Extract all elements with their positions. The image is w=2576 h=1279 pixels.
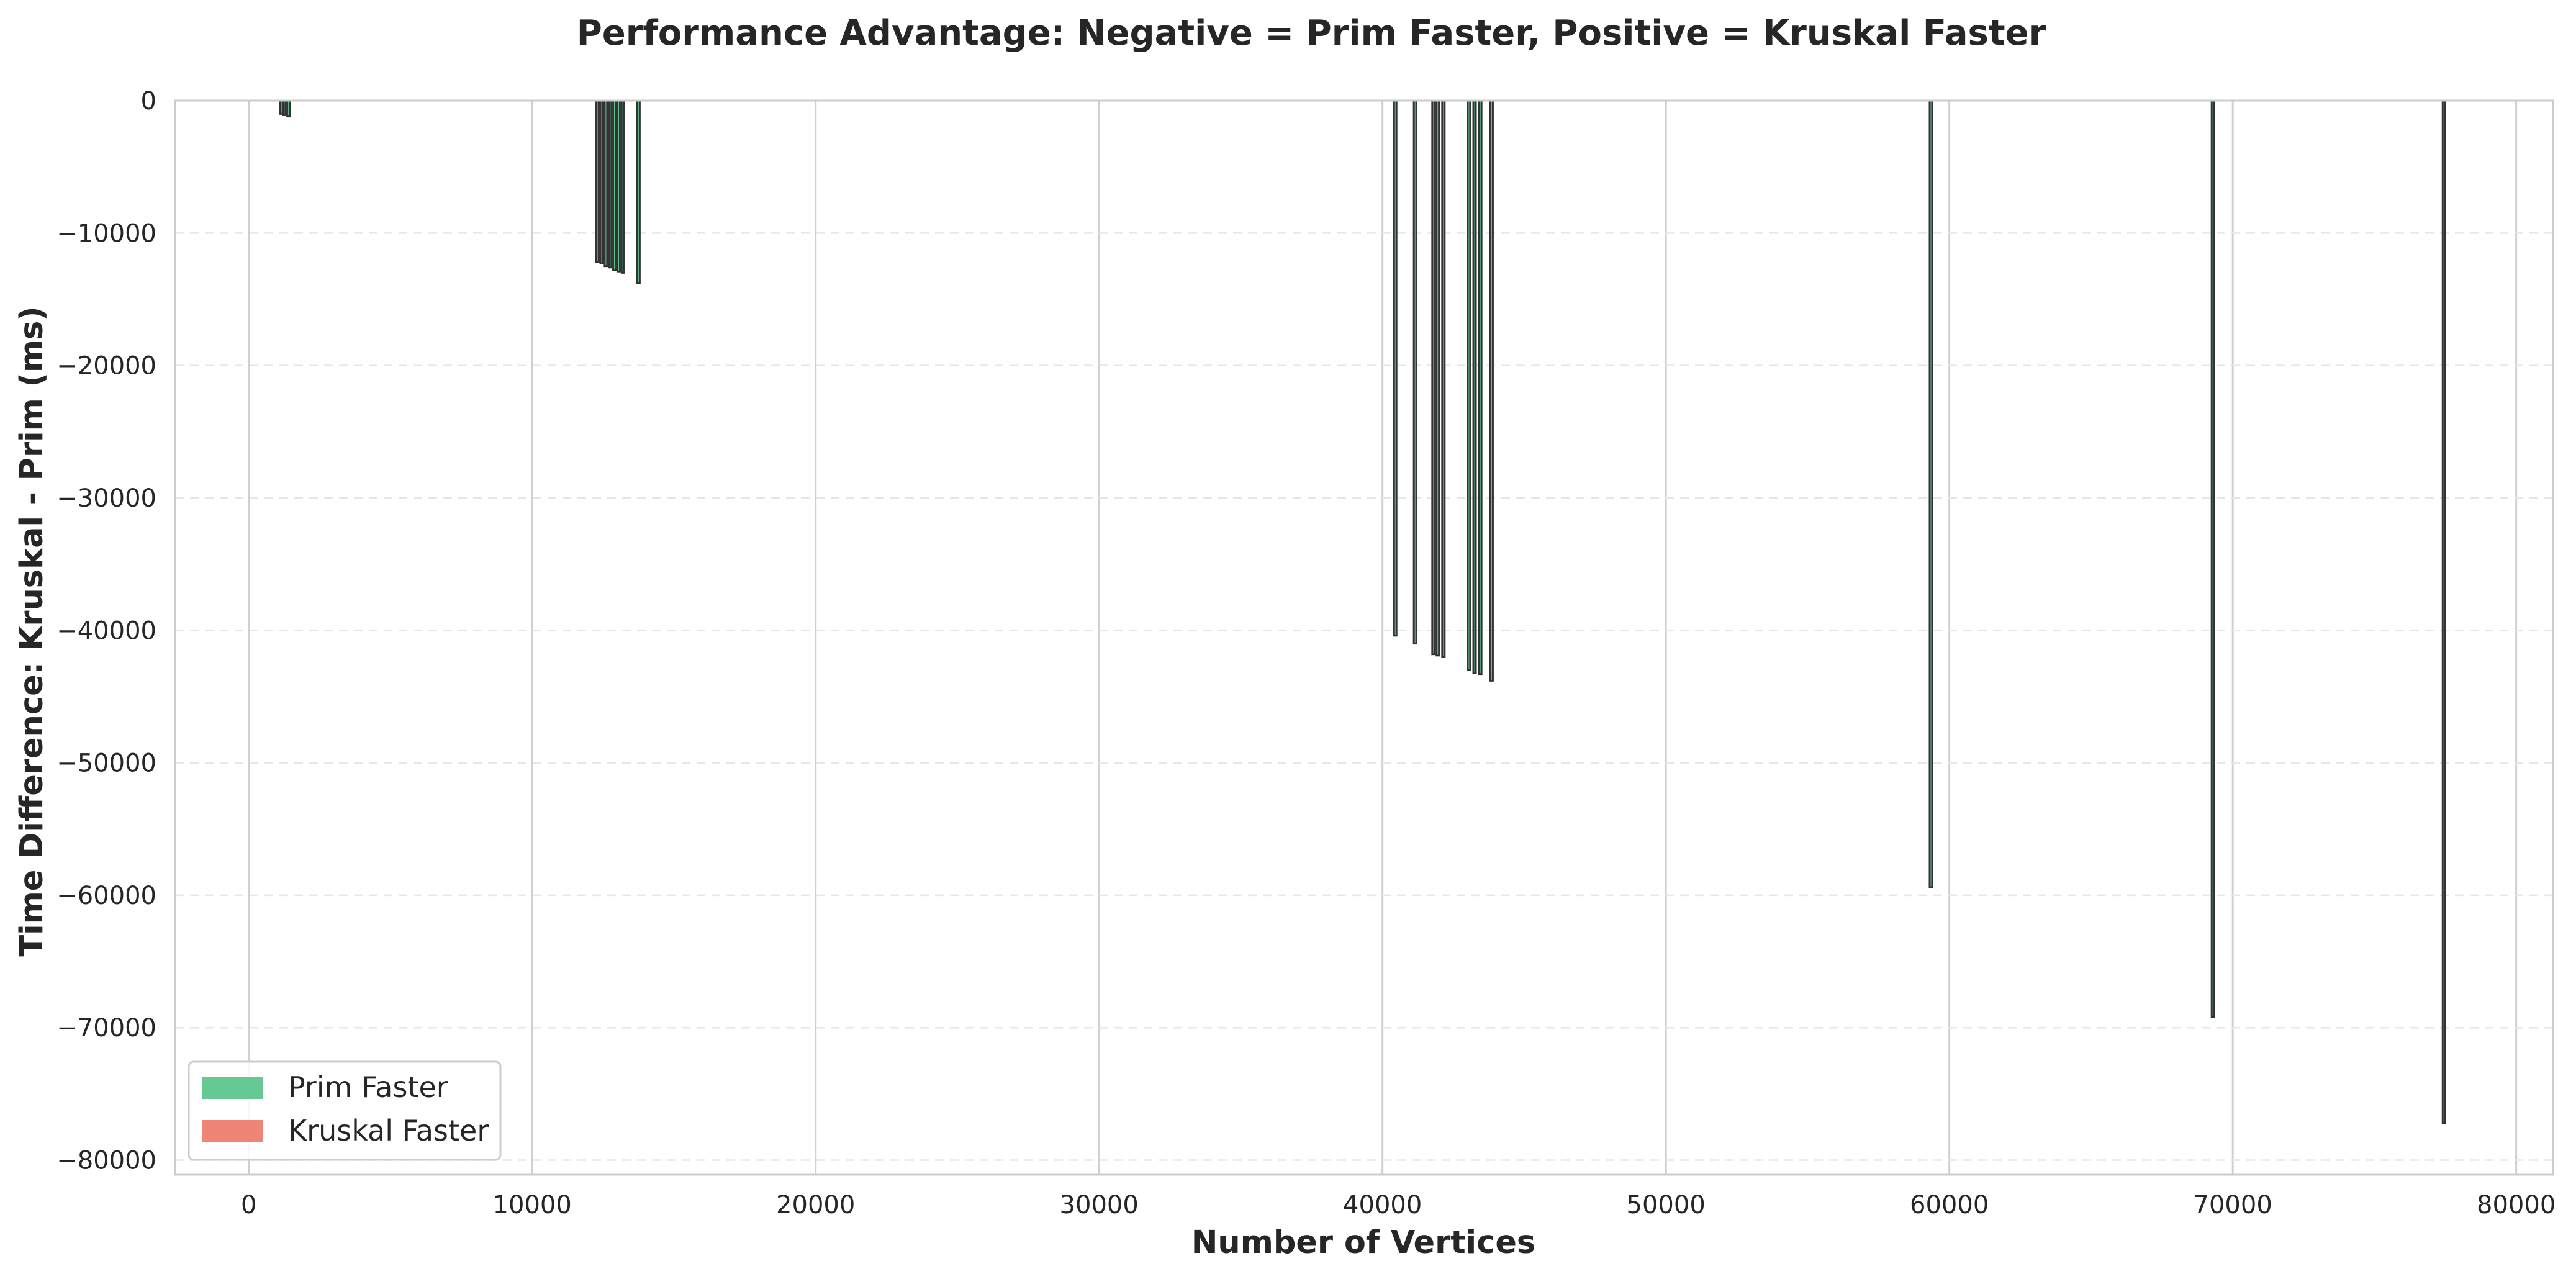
bar	[636, 99, 641, 284]
plot-area	[175, 101, 2553, 1175]
bar	[1467, 99, 1471, 671]
y-tick-label: −10000	[56, 219, 156, 248]
bar	[612, 99, 617, 271]
legend: Prim Faster Kruskal Faster	[188, 1060, 502, 1161]
x-tick-label: 70000	[2194, 1191, 2272, 1219]
legend-swatch-prim-faster	[202, 1077, 263, 1099]
x-tick-label: 10000	[493, 1191, 572, 1219]
grid-layer	[175, 101, 2553, 1175]
y-tick-label: −40000	[56, 617, 156, 645]
bar	[1489, 99, 1494, 682]
tick-layer: 0 10000 20000 30000 40000 50000 60000 70000 8000…	[56, 87, 2556, 1219]
bar	[2210, 99, 2215, 1018]
y-axis-label: Time Difference: Kruskal - Prim (ms)	[14, 306, 50, 956]
y-tick-label: −50000	[56, 749, 156, 778]
x-tick-label: 0	[241, 1191, 256, 1219]
bar	[608, 99, 613, 269]
legend-box	[188, 1060, 502, 1161]
bar	[1435, 99, 1440, 657]
legend-swatch-kruskal-faster	[202, 1120, 263, 1142]
bar	[2441, 99, 2446, 1124]
bar	[1441, 99, 1446, 658]
legend-label-prim-faster: Prim Faster	[288, 1070, 448, 1104]
legend-label-kruskal-faster: Kruskal Faster	[288, 1114, 489, 1147]
bar	[1472, 99, 1477, 674]
y-tick-label: −80000	[56, 1147, 156, 1175]
bar	[1431, 99, 1436, 656]
plot-frame	[174, 99, 2554, 1176]
bar	[620, 99, 625, 274]
y-tick-label: −30000	[56, 484, 156, 513]
x-axis-label: Number of Vertices	[1191, 1224, 1536, 1261]
x-tick-label: 40000	[1343, 1191, 1422, 1219]
bar	[282, 99, 287, 116]
bar	[1478, 99, 1483, 676]
bar	[1393, 99, 1398, 637]
bar	[616, 99, 621, 273]
x-tick-label: 30000	[1060, 1191, 1139, 1219]
x-tick-label: 20000	[776, 1191, 855, 1219]
bar	[599, 99, 604, 264]
y-tick-label: −70000	[56, 1014, 156, 1042]
bar	[1412, 99, 1417, 645]
bar	[1928, 99, 1933, 888]
x-tick-label: 50000	[1627, 1191, 1706, 1219]
y-tick-label: 0	[141, 87, 156, 115]
x-tick-label: 60000	[1910, 1191, 1989, 1219]
y-tick-label: −60000	[56, 882, 156, 910]
bar	[603, 99, 608, 268]
bar	[286, 99, 291, 118]
chart-title: Performance Advantage: Negative = Prim F…	[577, 13, 2046, 53]
x-tick-label: 80000	[2477, 1191, 2556, 1219]
y-tick-label: −20000	[56, 352, 156, 381]
bar	[595, 99, 600, 263]
